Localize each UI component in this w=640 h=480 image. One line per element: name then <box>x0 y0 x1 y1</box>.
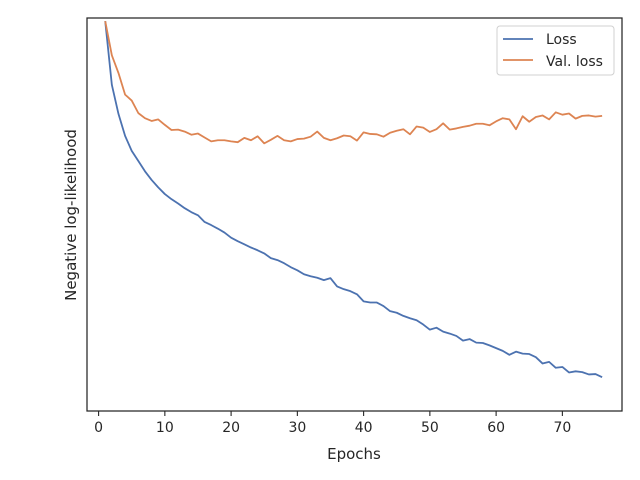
series-layer <box>104 20 603 379</box>
series-line-loss <box>104 21 603 379</box>
legend-label-loss: Loss <box>546 32 577 48</box>
x-tick-label: 60 <box>487 420 505 436</box>
x-tick-label: 0 <box>94 420 103 436</box>
plot-frame <box>86 17 623 412</box>
plot-area <box>87 18 622 411</box>
x-tick-label: 50 <box>421 420 439 436</box>
series-line-val-loss <box>104 20 603 145</box>
y-axis-label: Negative log-likelihood <box>62 129 80 301</box>
x-tick-label: 30 <box>288 420 306 436</box>
legend: Loss Val. loss <box>496 25 615 76</box>
x-axis-label: Epochs <box>327 445 381 463</box>
x-tick-label: 40 <box>355 420 373 436</box>
x-tick-label: 70 <box>553 420 571 436</box>
x-axis-ticks: 0 10 20 30 40 50 60 70 <box>94 411 571 436</box>
legend-label-val-loss: Val. loss <box>546 54 603 70</box>
x-tick-label: 20 <box>222 420 240 436</box>
x-tick-label: 10 <box>156 420 174 436</box>
